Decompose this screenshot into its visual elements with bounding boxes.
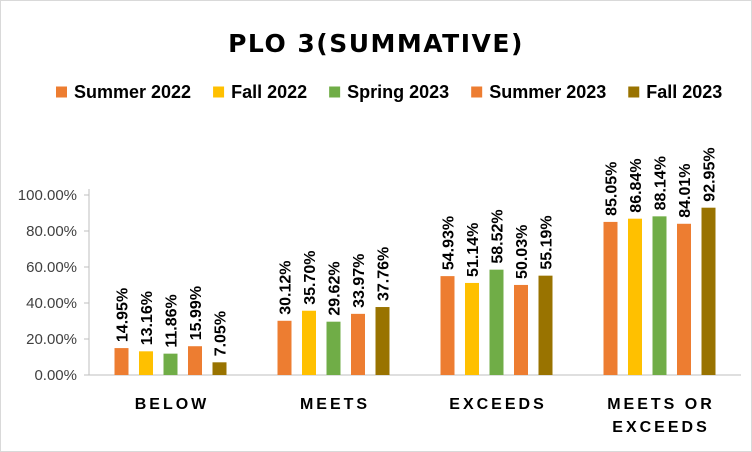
bar bbox=[652, 216, 667, 375]
y-tick-label: 0.00% bbox=[34, 367, 77, 384]
y-tick-label: 100.00% bbox=[18, 187, 77, 204]
x-axis: BELOW MEETS EXCEEDS MEETS OR EXCEEDS bbox=[89, 374, 741, 436]
bar bbox=[701, 207, 716, 375]
x-tick-label: MEETS bbox=[300, 396, 370, 413]
legend-label: Summer 2022 bbox=[74, 82, 191, 102]
bar bbox=[489, 269, 504, 375]
data-label: 55.19% bbox=[539, 215, 556, 269]
y-tick-label: 80.00% bbox=[26, 223, 77, 240]
data-label: 92.95% bbox=[702, 147, 719, 201]
bar bbox=[188, 346, 202, 375]
legend-swatch bbox=[329, 86, 341, 98]
legend-swatch bbox=[213, 86, 225, 98]
bar bbox=[163, 353, 178, 375]
data-label: 51.14% bbox=[465, 223, 482, 277]
bar bbox=[628, 218, 642, 375]
data-label: 30.12% bbox=[278, 261, 295, 315]
legend-label: Fall 2022 bbox=[231, 82, 307, 102]
bar bbox=[514, 284, 528, 375]
data-label: 50.03% bbox=[514, 225, 531, 279]
bars bbox=[114, 207, 716, 375]
bar bbox=[538, 275, 553, 375]
data-label: 7.05% bbox=[213, 311, 230, 356]
y-tick-label: 20.00% bbox=[26, 331, 77, 348]
legend-swatch bbox=[471, 86, 483, 98]
bar bbox=[603, 221, 618, 375]
legend-label: Fall 2023 bbox=[646, 82, 722, 102]
bar bbox=[277, 320, 292, 375]
data-label: 29.62% bbox=[327, 261, 344, 315]
bar bbox=[375, 307, 390, 375]
data-label: 33.97% bbox=[351, 254, 368, 308]
data-label: 13.16% bbox=[139, 291, 156, 345]
legend-swatch bbox=[628, 86, 640, 98]
data-label: 86.84% bbox=[628, 158, 645, 212]
data-label: 37.76% bbox=[376, 247, 393, 301]
bar bbox=[302, 310, 316, 375]
legend: Summer 2022 Fall 2022 Spring 2023 Summer 20… bbox=[56, 82, 722, 102]
x-tick-label: EXCEEDS bbox=[612, 419, 709, 436]
legend-swatch bbox=[56, 86, 67, 98]
legend-label: Spring 2023 bbox=[347, 82, 449, 102]
bar bbox=[326, 321, 341, 375]
data-label: 14.95% bbox=[115, 288, 132, 342]
data-label: 85.05% bbox=[604, 162, 621, 216]
bar bbox=[114, 348, 129, 375]
bar bbox=[677, 223, 691, 375]
y-tick-label: 40.00% bbox=[26, 295, 77, 312]
legend-label: Summer 2023 bbox=[489, 82, 606, 102]
bar bbox=[212, 362, 227, 375]
data-label: 35.70% bbox=[302, 250, 319, 304]
bar bbox=[440, 276, 455, 375]
x-tick-label: EXCEEDS bbox=[449, 396, 546, 413]
y-tick-label: 60.00% bbox=[26, 259, 77, 276]
data-label: 54.93% bbox=[441, 216, 458, 270]
data-label: 15.99% bbox=[188, 286, 205, 340]
data-labels: 14.95% 30.12% 54.93% 85.05% 13.16% 35.70% 51.1… bbox=[115, 147, 719, 356]
y-axis: 0.00% 20.00% 40.00% 60.00% 80.00% 100.00% bbox=[18, 187, 90, 384]
bar bbox=[351, 313, 365, 375]
bar bbox=[139, 351, 153, 375]
data-label: 84.01% bbox=[677, 164, 694, 218]
bar bbox=[465, 282, 479, 375]
x-tick-label: MEETS OR bbox=[607, 396, 715, 413]
chart-title: PLO 3(SUMMATIVE) bbox=[228, 29, 524, 58]
data-label: 58.52% bbox=[490, 209, 507, 263]
x-tick-label: BELOW bbox=[135, 396, 210, 413]
data-label: 88.14% bbox=[653, 156, 670, 210]
data-label: 11.86% bbox=[164, 294, 181, 347]
